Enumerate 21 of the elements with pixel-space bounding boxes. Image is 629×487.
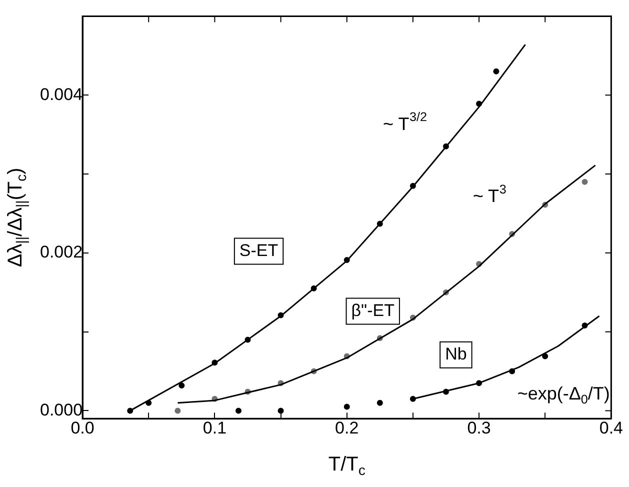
y-tick-label: 0.004: [40, 84, 83, 104]
x-tick-label: 0.2: [335, 418, 359, 438]
x-tick-label: 0.3: [467, 418, 491, 438]
point: [376, 400, 383, 406]
series-label: Nb: [445, 344, 467, 364]
x-tick-label: 0.0: [70, 418, 94, 438]
text: S-ET: [239, 240, 278, 260]
point: [235, 408, 242, 414]
point: [174, 408, 181, 414]
x-tick-label: 0.4: [599, 418, 624, 438]
y-tick-label: 0.002: [40, 242, 83, 262]
point: [344, 404, 350, 410]
x-tick-label: 0.1: [202, 418, 227, 438]
series-label: β"-ET: [351, 300, 394, 320]
point: [278, 408, 284, 414]
point: [493, 68, 500, 74]
point: [178, 382, 185, 388]
y-tick-label: 0.000: [40, 400, 83, 420]
y-axis-title: Δλ||/Δλ||(Tc): [4, 168, 29, 268]
point: [582, 178, 588, 185]
point: [542, 353, 548, 360]
